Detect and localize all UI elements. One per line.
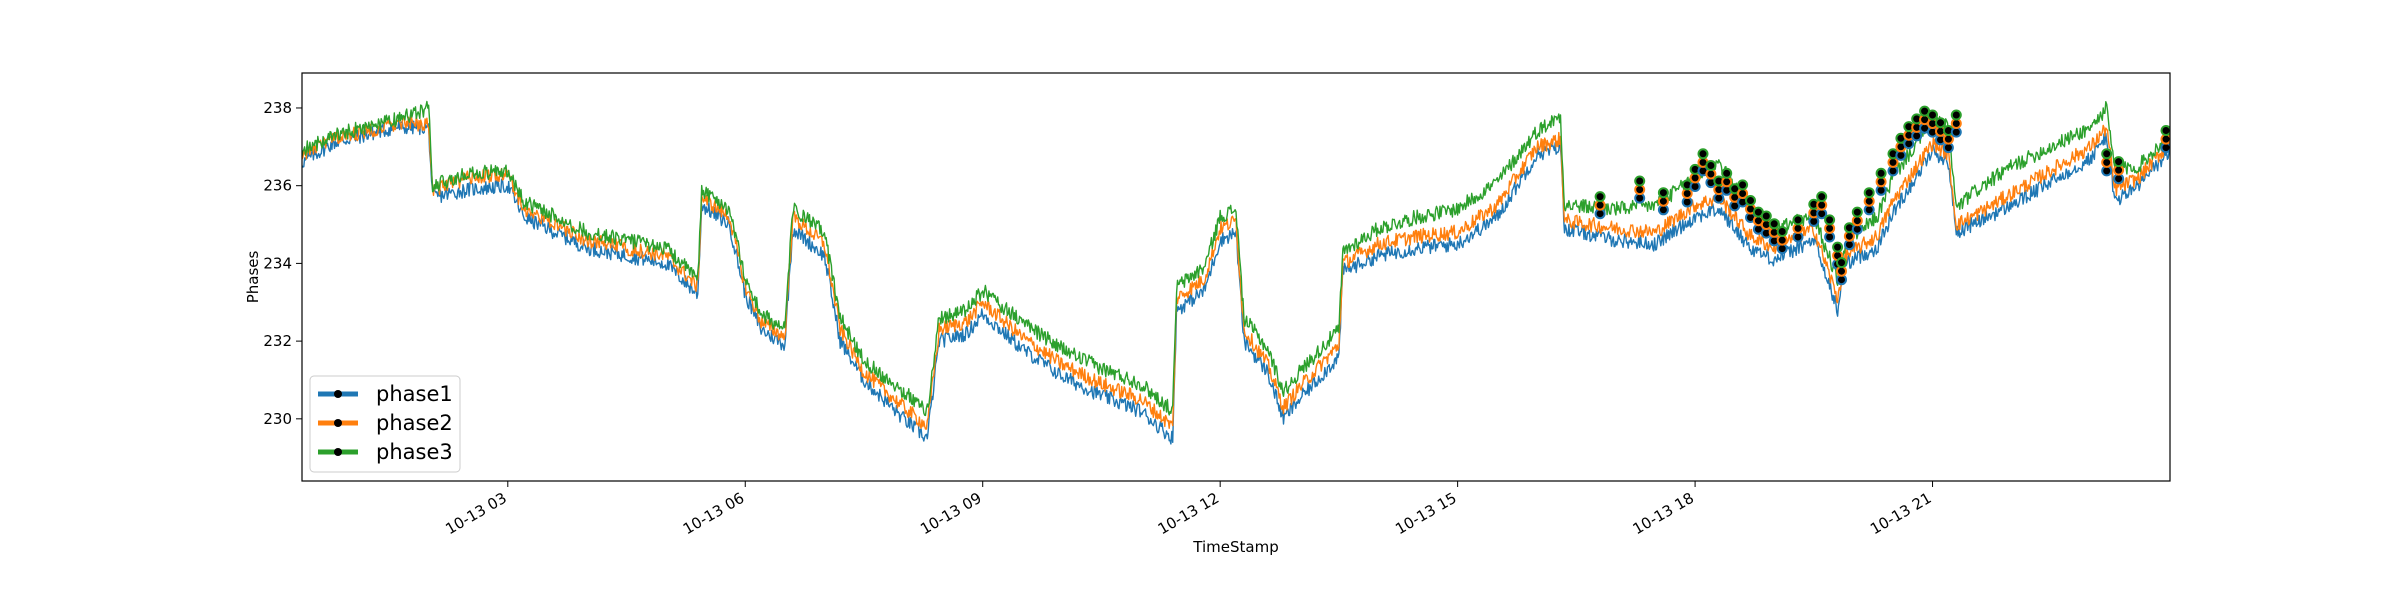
legend: phase1 phase2 phase3 <box>309 375 461 473</box>
anomaly-marker <box>1836 257 1847 269</box>
y-tick-label: 238 <box>263 99 292 117</box>
legend-marker-phase2 <box>334 419 342 427</box>
y-tick-label: 232 <box>263 332 292 350</box>
anomaly-marker <box>1745 195 1756 206</box>
y-axis-title: Phases <box>244 251 262 304</box>
anomaly-marker <box>1824 214 1836 226</box>
legend-label-phase2: phase2 <box>376 411 453 435</box>
anomaly-marker-layer <box>1594 105 2170 286</box>
anomaly-marker <box>1935 117 1946 129</box>
plot-frame <box>301 72 2171 482</box>
anomaly-marker <box>1792 214 1804 226</box>
anomaly-marker <box>1768 218 1780 230</box>
anomaly-marker <box>1851 206 1863 218</box>
anomaly-marker <box>1721 167 1733 179</box>
anomaly-marker <box>2160 125 2170 136</box>
legend-marker-phase1 <box>334 390 342 398</box>
anomaly-marker <box>1863 187 1875 199</box>
anomaly-marker <box>1927 109 1938 121</box>
series-line-phase2 <box>302 115 2170 430</box>
legend-label-phase1: phase1 <box>376 382 453 406</box>
anomaly-marker <box>1705 160 1717 171</box>
legend-entries: phase1 phase2 phase3 <box>318 382 453 464</box>
y-tick-label: 234 <box>263 254 292 272</box>
y-tick-label: 230 <box>263 410 292 428</box>
anomaly-marker <box>1737 179 1749 191</box>
legend-label-phase3: phase3 <box>376 440 453 464</box>
anomaly-marker <box>1634 175 1646 187</box>
anomaly-marker <box>1760 210 1772 222</box>
anomaly-marker <box>1776 226 1788 237</box>
anomaly-marker <box>1832 241 1844 253</box>
anomaly-marker <box>1875 167 1887 179</box>
x-axis-title: TimeStamp <box>1192 538 1278 556</box>
anomaly-marker <box>2101 148 2113 160</box>
y-tick-label: 236 <box>263 177 292 195</box>
anomaly-marker <box>1816 191 1828 203</box>
anomaly-marker <box>1950 109 1962 121</box>
y-axis: 230 232 234 236 238 <box>263 99 302 428</box>
legend-marker-phase3 <box>334 448 342 456</box>
legend-box <box>309 375 461 473</box>
anomaly-marker <box>1594 191 1606 203</box>
anomaly-marker <box>1657 187 1669 199</box>
anomaly-marker <box>1697 148 1709 160</box>
anomaly-marker <box>2113 156 2125 168</box>
